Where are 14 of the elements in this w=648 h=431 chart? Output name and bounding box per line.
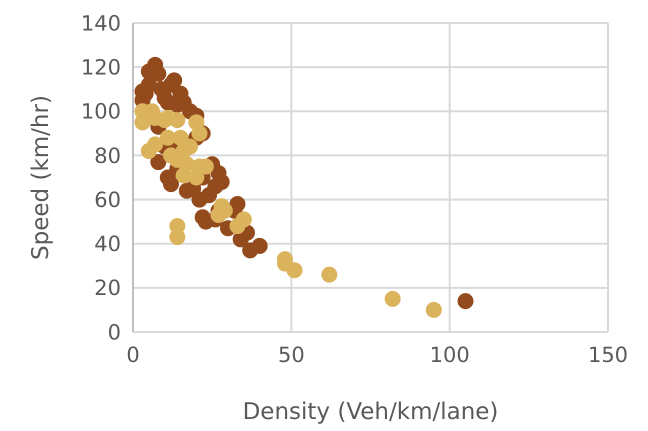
x-tick-label: 0 [126, 343, 140, 367]
y-tick-label: 140 [80, 11, 121, 36]
x-tick-label: 100 [430, 343, 470, 367]
y-tick-label: 80 [94, 144, 121, 168]
y-tick-label: 100 [80, 100, 121, 124]
x-axis-title: Density (Veh/km/lane) [242, 399, 498, 425]
y-tick-label: 60 [94, 188, 121, 212]
y-tick-label: 20 [94, 276, 121, 300]
x-tick-label: 50 [278, 343, 305, 367]
y-axis-title: Speed (km/hr) [28, 95, 54, 260]
x-tick-label: 150 [588, 343, 628, 367]
y-tick-label: 0 [108, 320, 121, 344]
y-tick-label: 120 [80, 55, 121, 80]
y-tick-label: 40 [94, 232, 121, 256]
